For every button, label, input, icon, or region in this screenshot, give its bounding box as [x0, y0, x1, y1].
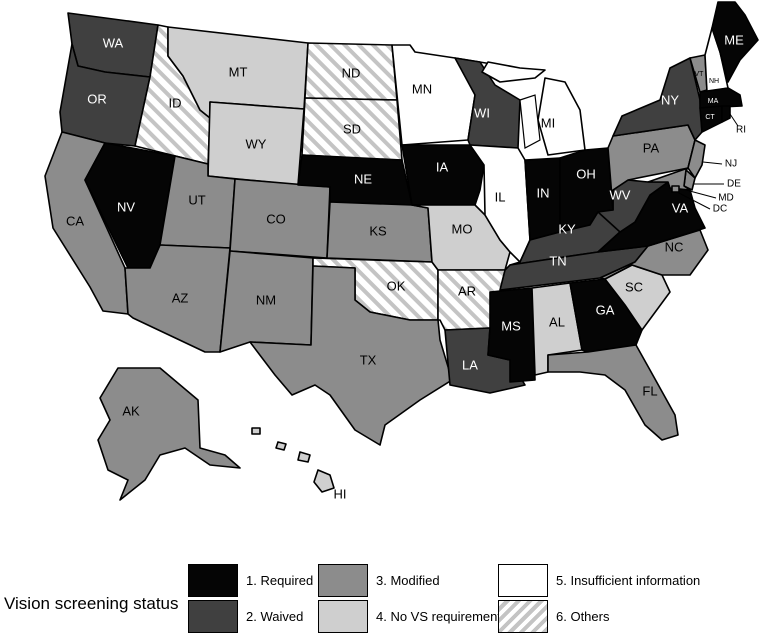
label-GA: GA [596, 302, 615, 317]
legend-label-others: 6. Others [556, 609, 610, 624]
legend: Vision screening status 1. Required 2. W… [0, 560, 760, 637]
label-MT: MT [229, 64, 248, 79]
label-TX: TX [360, 352, 377, 367]
label-MA: MA [708, 98, 719, 105]
state-labels: WA OR CA NV ID MT WY UT AZ CO NM ND SD N… [66, 32, 746, 501]
label-DC: DC [713, 204, 727, 215]
label-KS: KS [369, 223, 387, 238]
label-DE: DE [727, 179, 741, 190]
label-KY: KY [558, 221, 576, 236]
label-MN: MN [412, 81, 432, 96]
us-map: WA OR CA NV ID MT WY UT AZ CO NM ND SD N… [44, 1, 759, 501]
label-OR: OR [87, 91, 107, 106]
state-MA[interactable] [699, 87, 743, 109]
label-MO: MO [452, 221, 473, 236]
legend-item-modified: 3. Modified [318, 564, 440, 597]
label-CA: CA [66, 213, 84, 228]
state-TX[interactable] [249, 265, 453, 446]
state-HI-oahu[interactable] [275, 441, 287, 451]
label-AZ: AZ [172, 290, 189, 305]
label-FL: FL [642, 383, 657, 398]
state-AK[interactable] [97, 367, 241, 501]
legend-item-no-vs: 4. No VS requirements [318, 600, 508, 633]
lake-michigan [519, 94, 541, 149]
legend-item-required: 1. Required [188, 564, 313, 597]
state-DC[interactable] [671, 185, 680, 193]
label-VT: VT [695, 71, 705, 78]
label-PA: PA [643, 140, 660, 155]
label-WY: WY [246, 136, 267, 151]
label-AR: AR [458, 283, 476, 298]
label-LA: LA [462, 357, 478, 372]
label-NC: NC [665, 239, 684, 254]
state-NY[interactable] [612, 57, 703, 141]
legend-label-insufficient: 5. Insufficient information [556, 573, 701, 588]
label-OK: OK [387, 278, 406, 293]
label-IL: IL [495, 189, 506, 204]
label-UT: UT [188, 192, 205, 207]
state-HI[interactable] [313, 469, 335, 493]
state-IL[interactable] [469, 144, 531, 263]
legend-item-waived: 2. Waived [188, 600, 303, 633]
label-NV: NV [117, 199, 135, 214]
label-IA: IA [436, 159, 449, 174]
state-HI-maui[interactable] [297, 451, 311, 463]
label-WI: WI [474, 105, 490, 120]
state-MD[interactable] [647, 167, 691, 191]
state-HI-group [251, 427, 335, 493]
state-FL[interactable] [547, 344, 679, 441]
label-HI: HI [334, 486, 347, 501]
legend-label-required: 1. Required [246, 573, 314, 588]
label-WA: WA [103, 35, 124, 50]
label-WV: WV [610, 187, 631, 202]
label-NY: NY [661, 92, 679, 107]
legend-swatch-modified [318, 564, 368, 597]
leader-lines [676, 113, 739, 210]
label-MI: MI [541, 115, 555, 130]
label-MD: MD [718, 193, 734, 204]
label-RI: RI [736, 125, 746, 136]
state-IA[interactable] [401, 144, 485, 206]
state-MO[interactable] [411, 204, 511, 271]
state-NC[interactable] [599, 229, 709, 280]
legend-label-no-vs: 4. No VS requirements [376, 609, 508, 624]
legend-swatch-insufficient [498, 564, 548, 597]
legend-item-insufficient: 5. Insufficient information [498, 564, 700, 597]
label-ID: ID [169, 95, 182, 110]
label-NE: NE [354, 171, 372, 186]
label-OH: OH [576, 166, 596, 181]
state-MI-upper[interactable] [481, 61, 546, 83]
label-NJ: NJ [725, 159, 737, 170]
label-ND: ND [342, 65, 361, 80]
legend-swatch-required [188, 564, 238, 597]
label-CO: CO [266, 211, 286, 226]
state-NJ[interactable] [687, 139, 706, 179]
legend-label-modified: 3. Modified [376, 573, 440, 588]
label-SD: SD [343, 121, 361, 136]
state-HI-kauai[interactable] [251, 427, 261, 435]
label-IN: IN [537, 185, 550, 200]
label-TN: TN [549, 253, 566, 268]
label-AK: AK [122, 403, 140, 418]
label-SC: SC [625, 279, 643, 294]
label-VA: VA [672, 200, 689, 215]
label-MS: MS [501, 318, 521, 333]
legend-swatch-no-vs [318, 600, 368, 633]
legend-swatch-others [498, 600, 548, 633]
legend-title: Vision screening status [4, 594, 179, 613]
legend-item-others: 6. Others [498, 600, 609, 633]
legend-label-waived: 2. Waived [246, 609, 304, 624]
legend-swatch-waived [188, 600, 238, 633]
label-AL: AL [549, 314, 565, 329]
state-RI[interactable] [721, 105, 731, 123]
label-CT: CT [705, 114, 715, 121]
state-ME[interactable] [711, 1, 759, 83]
label-NH: NH [709, 78, 719, 85]
label-NM: NM [256, 292, 276, 307]
label-ME: ME [724, 32, 744, 47]
